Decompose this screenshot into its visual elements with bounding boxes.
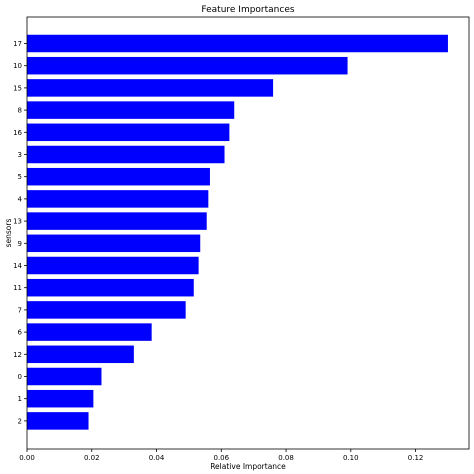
x-tick-label: 0.10	[343, 454, 359, 462]
y-tick-label: 1	[18, 395, 22, 403]
bar-sensor-9	[27, 234, 201, 253]
bar-sensor-11	[27, 278, 194, 297]
y-tick-label: 9	[18, 240, 22, 248]
y-tick-label: 7	[18, 306, 22, 314]
y-tick-label: 11	[13, 284, 22, 292]
bar-sensor-13	[27, 212, 207, 230]
bar-sensor-7	[27, 301, 186, 319]
x-tick-label: 0.00	[19, 454, 35, 462]
x-tick-label: 0.08	[278, 454, 294, 462]
y-tick-label: 17	[13, 40, 22, 48]
y-tick-label: 16	[13, 129, 22, 137]
y-tick-label: 15	[13, 84, 22, 92]
x-axis-label: Relative Importance	[210, 462, 286, 471]
y-tick-label: 14	[13, 262, 22, 270]
chart-title: Feature Importances	[201, 5, 294, 15]
y-tick-label: 4	[18, 195, 23, 203]
bar-sensor-10	[27, 56, 348, 75]
y-tick-label: 12	[13, 351, 22, 359]
bar-sensor-12	[27, 345, 134, 364]
x-tick-label: 0.02	[84, 454, 100, 462]
bar-sensor-8	[27, 101, 235, 119]
y-tick-label: 3	[18, 151, 22, 159]
bar-sensor-6	[27, 323, 152, 341]
y-tick-label: 5	[18, 173, 22, 181]
bar-sensor-4	[27, 190, 209, 208]
x-tick-label: 0.06	[213, 454, 229, 462]
x-tick-label: 0.12	[408, 454, 424, 462]
y-axis-label: sensors	[4, 219, 13, 248]
y-tick-label: 10	[13, 62, 22, 70]
bar-sensor-0	[27, 367, 102, 386]
bar-sensor-2	[27, 412, 89, 430]
bar-sensor-5	[27, 167, 210, 186]
x-axis-ticks: 0.00 0.02 0.04 0.06 0.08 0.10 0.12	[19, 449, 423, 462]
y-tick-label: 0	[18, 373, 22, 381]
bar-sensor-17	[27, 34, 448, 53]
bar-sensor-3	[27, 145, 225, 164]
bar-sensor-16	[27, 123, 230, 142]
bar-sensor-15	[27, 79, 274, 97]
y-tick-label: 13	[13, 218, 22, 226]
y-tick-label: 8	[18, 107, 22, 115]
plot-frame	[26, 16, 470, 450]
bars-group	[27, 34, 448, 430]
y-tick-label: 6	[18, 329, 23, 337]
y-tick-label: 2	[18, 417, 22, 425]
bar-sensor-14	[27, 256, 199, 275]
bar-sensor-1	[27, 389, 94, 408]
x-tick-label: 0.04	[149, 454, 165, 462]
